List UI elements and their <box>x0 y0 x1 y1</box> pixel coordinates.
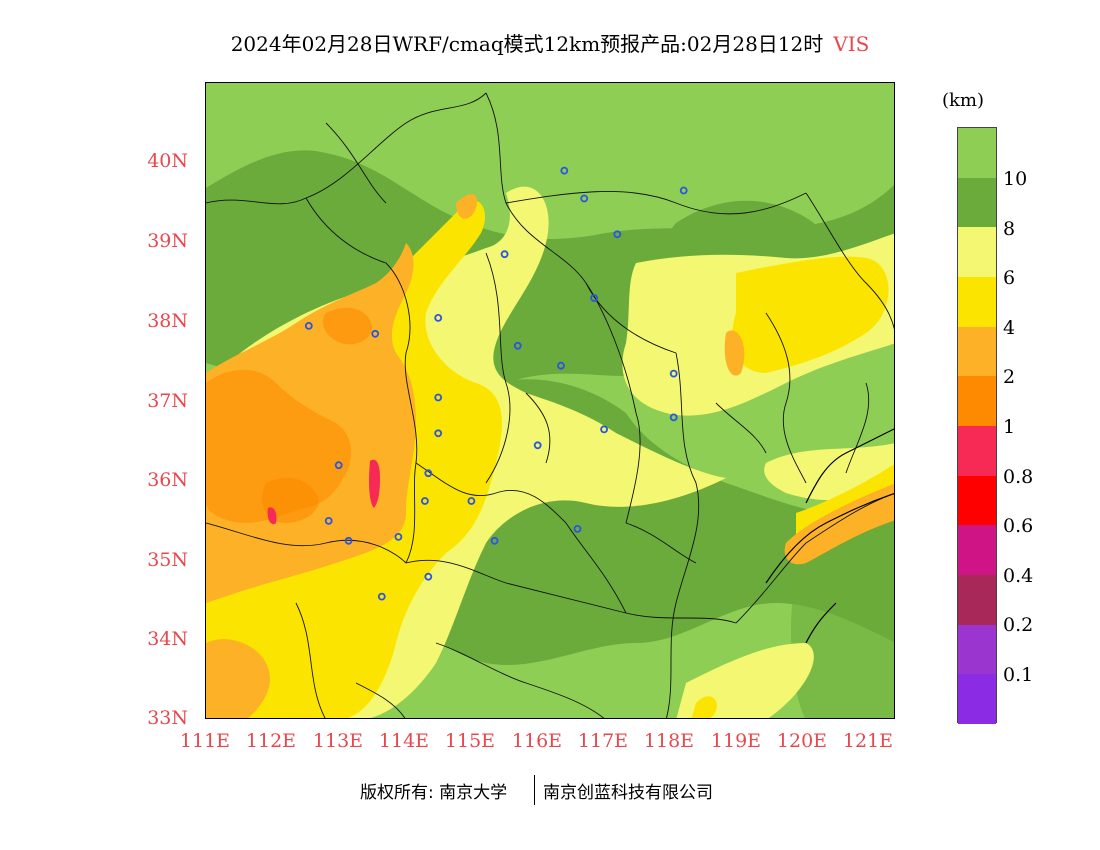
station-markers <box>304 166 688 601</box>
station-marker <box>573 524 582 533</box>
colorbar-label: 6 <box>1003 267 1016 289</box>
colorbar-label: 0.4 <box>1003 565 1034 587</box>
x-tick-label: 115E <box>444 730 496 752</box>
station-marker <box>324 516 333 525</box>
x-tick-label: 120E <box>776 730 828 752</box>
station-marker <box>377 592 386 601</box>
copyright-text: 版权所有: 南京大学 <box>360 783 508 803</box>
station-marker <box>304 321 313 330</box>
station-marker <box>580 194 589 203</box>
y-tick-label: 39N <box>147 230 188 252</box>
station-marker <box>600 425 609 434</box>
title-main: 2024年02月28日WRF/cmaq模式12km预报产品:02月28日12时 <box>230 32 824 56</box>
colorbar-swatch <box>958 624 996 675</box>
colorbar-label: 0.6 <box>1003 515 1034 537</box>
coastline <box>765 428 894 644</box>
station-marker <box>669 369 678 378</box>
station-marker <box>669 413 678 422</box>
colorbar-label: 10 <box>1003 168 1028 190</box>
x-tick-label: 117E <box>577 730 629 752</box>
colorbar-swatch <box>958 674 996 724</box>
colorbar-swatch <box>958 326 996 377</box>
colorbar-swatch <box>958 276 996 327</box>
y-tick-label: 33N <box>147 707 188 729</box>
colorbar-swatch <box>958 574 996 625</box>
station-marker <box>467 497 476 505</box>
colorbar-swatch <box>958 227 996 277</box>
station-marker <box>394 532 403 541</box>
station-marker <box>344 536 353 545</box>
colorbar-label: 0.1 <box>1003 664 1034 686</box>
x-tick-label: 113E <box>312 730 364 752</box>
colorbar-label: 2 <box>1003 366 1016 388</box>
y-tick-label: 40N <box>147 150 188 172</box>
x-tick-label: 112E <box>245 730 297 752</box>
x-tick-label: 111E <box>179 730 231 752</box>
colorbar-swatch <box>958 475 996 526</box>
colorbar <box>957 127 997 724</box>
x-tick-label: 119E <box>710 730 762 752</box>
colorbar-swatch <box>958 128 996 178</box>
station-marker <box>500 250 509 259</box>
station-marker <box>334 461 343 470</box>
station-marker <box>513 341 522 350</box>
colorbar-label: 0.2 <box>1003 614 1034 636</box>
title-variable: VIS <box>833 32 870 56</box>
admin-borders <box>206 92 894 718</box>
station-marker <box>424 469 433 478</box>
colorbar-swatch <box>958 525 996 575</box>
colorbar-unit: (km) <box>942 90 985 111</box>
band-0.8-1 <box>267 459 380 525</box>
station-marker <box>434 393 443 402</box>
station-marker <box>434 313 443 322</box>
station-marker <box>420 497 429 505</box>
station-marker <box>490 536 499 545</box>
station-marker <box>424 572 433 581</box>
station-marker <box>679 186 688 195</box>
map-canvas <box>206 92 894 718</box>
y-tick-label: 36N <box>147 469 188 491</box>
footer-divider <box>534 775 535 805</box>
y-tick-label: 34N <box>147 628 188 650</box>
colorbar-swatch <box>958 177 996 228</box>
station-marker <box>371 329 380 338</box>
colorbar-swatch <box>958 376 996 426</box>
x-tick-label: 114E <box>378 730 430 752</box>
station-marker <box>613 230 622 239</box>
colorbar-label: 1 <box>1003 416 1016 438</box>
y-tick-label: 37N <box>147 390 188 412</box>
y-tick-label: 38N <box>147 310 188 332</box>
colorbar-label: 0.8 <box>1003 466 1034 488</box>
y-tick-label: 35N <box>147 549 188 571</box>
x-tick-label: 116E <box>511 730 563 752</box>
station-marker <box>560 166 569 175</box>
station-marker <box>434 429 443 438</box>
band-1-2 <box>206 307 372 523</box>
company-text: 南京创蓝科技有限公司 <box>543 783 713 803</box>
visibility-map <box>205 82 895 719</box>
colorbar-label: 8 <box>1003 218 1016 240</box>
station-marker <box>533 441 542 450</box>
colorbar-swatch <box>958 425 996 476</box>
station-marker <box>557 361 565 370</box>
colorbar-label: 4 <box>1003 317 1016 339</box>
station-marker <box>590 294 599 302</box>
chart-title: 2024年02月28日WRF/cmaq模式12km预报产品:02月28日12时 V… <box>0 28 1100 57</box>
x-tick-label: 121E <box>842 730 894 752</box>
x-tick-label: 118E <box>643 730 695 752</box>
